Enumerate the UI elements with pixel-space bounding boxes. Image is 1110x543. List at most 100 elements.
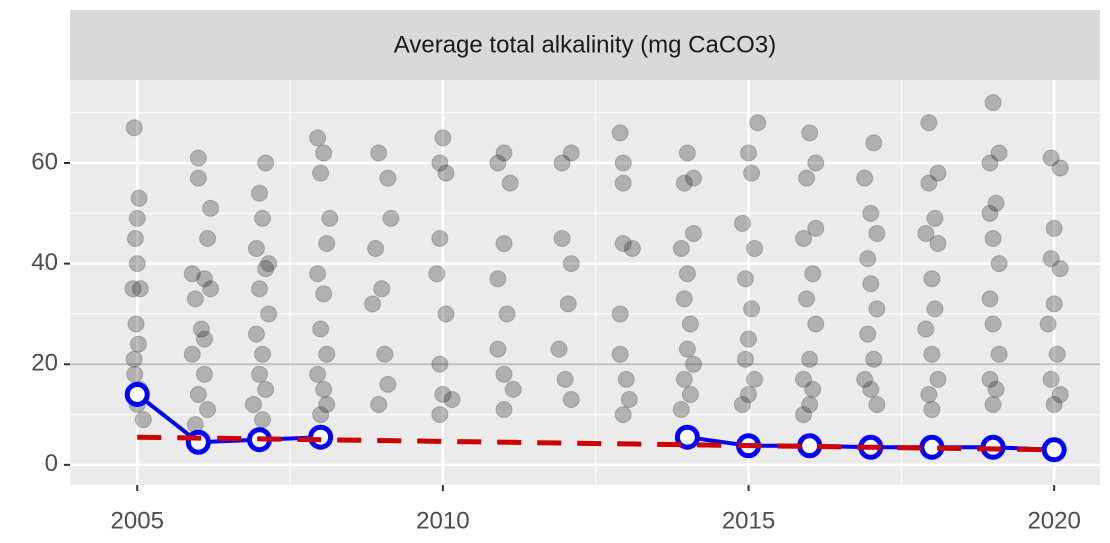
point: [189, 169, 207, 187]
point: [926, 300, 944, 318]
marker: [185, 429, 211, 455]
point: [801, 396, 819, 414]
point: [611, 345, 629, 363]
point: [675, 290, 693, 308]
point: [795, 406, 813, 424]
point: [124, 280, 142, 298]
point: [183, 265, 201, 283]
point: [131, 280, 149, 298]
point: [1045, 219, 1063, 237]
point: [189, 385, 207, 403]
point: [807, 219, 825, 237]
point: [923, 345, 941, 363]
point: [562, 390, 580, 408]
point: [318, 345, 336, 363]
point: [678, 340, 696, 358]
point: [1051, 159, 1069, 177]
point: [984, 229, 1002, 247]
point: [685, 169, 703, 187]
point: [315, 285, 333, 303]
point: [553, 229, 571, 247]
point: [685, 355, 703, 373]
point: [129, 335, 147, 353]
point: [125, 119, 143, 137]
strip: [70, 10, 1100, 80]
point: [379, 375, 397, 393]
point: [437, 305, 455, 323]
point: [202, 280, 220, 298]
point: [489, 154, 507, 172]
point: [620, 390, 638, 408]
point: [1039, 315, 1057, 333]
point: [804, 265, 822, 283]
point: [1042, 250, 1060, 268]
point: [856, 370, 874, 388]
point: [746, 240, 764, 258]
point: [984, 396, 1002, 414]
point: [498, 305, 516, 323]
point: [495, 365, 513, 383]
point: [195, 270, 213, 288]
point: [1042, 370, 1060, 388]
point: [981, 154, 999, 172]
point: [199, 401, 217, 419]
point: [312, 164, 330, 182]
point: [128, 209, 146, 227]
point: [862, 380, 880, 398]
point: [250, 280, 268, 298]
x-tick-label: 2015: [722, 507, 775, 534]
point: [382, 209, 400, 227]
point: [749, 114, 767, 132]
point: [856, 169, 874, 187]
point: [614, 406, 632, 424]
point: [865, 350, 883, 368]
point: [736, 270, 754, 288]
point: [1048, 345, 1066, 363]
point: [128, 255, 146, 273]
chart-title: Average total alkalinity (mg CaCO3): [394, 31, 776, 58]
point: [318, 235, 336, 253]
marker: [124, 381, 150, 407]
point: [431, 406, 449, 424]
point: [917, 320, 935, 338]
point: [257, 380, 275, 398]
point: [920, 114, 938, 132]
point: [743, 300, 761, 318]
point: [550, 340, 568, 358]
point: [990, 144, 1008, 162]
point: [614, 174, 632, 192]
point: [678, 144, 696, 162]
point: [489, 270, 507, 288]
y-tick-label: 40: [31, 249, 58, 276]
point: [364, 295, 382, 313]
point: [254, 411, 272, 429]
point: [247, 240, 265, 258]
point: [189, 149, 207, 167]
point: [431, 229, 449, 247]
point: [553, 154, 571, 172]
point: [743, 164, 761, 182]
point: [795, 370, 813, 388]
line: [137, 434, 1055, 453]
point: [1045, 295, 1063, 313]
point: [736, 350, 754, 368]
point: [614, 235, 632, 253]
point: [614, 154, 632, 172]
point: [127, 315, 145, 333]
point: [202, 199, 220, 217]
point: [987, 194, 1005, 212]
point: [859, 325, 877, 343]
point: [795, 229, 813, 247]
point: [309, 265, 327, 283]
point: [990, 345, 1008, 363]
point: [260, 305, 278, 323]
point: [798, 169, 816, 187]
point: [681, 315, 699, 333]
point: [504, 380, 522, 398]
point: [987, 380, 1005, 398]
x-tick-label: 2005: [111, 507, 164, 534]
point: [130, 189, 148, 207]
point: [501, 174, 519, 192]
point: [367, 240, 385, 258]
point: [315, 380, 333, 398]
